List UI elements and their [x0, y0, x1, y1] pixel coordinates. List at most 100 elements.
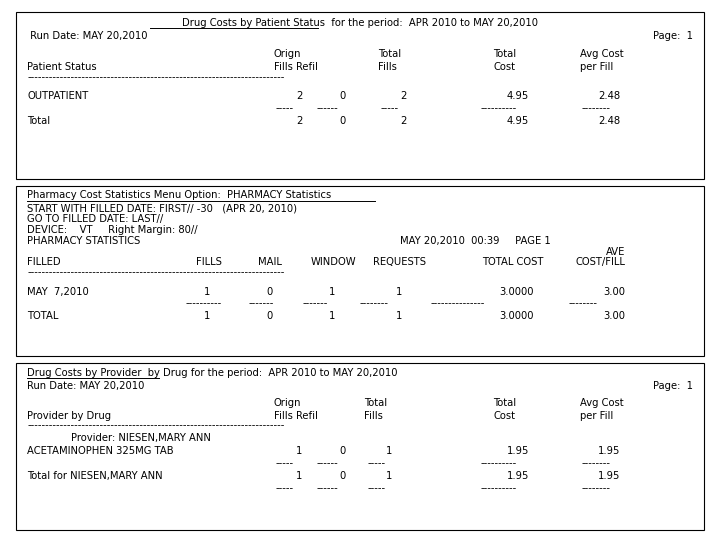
Text: 1: 1 [386, 446, 392, 456]
Text: REQUESTS: REQUESTS [373, 258, 426, 267]
Text: 1.95: 1.95 [598, 471, 621, 481]
Bar [16, 363, 704, 530]
Text: OUTPATIENT: OUTPATIENT [27, 91, 89, 101]
Text: 3.00: 3.00 [603, 287, 625, 296]
Text: Orign: Orign [274, 49, 301, 59]
Text: -----------------------------------------------------------------------: ----------------------------------------… [27, 267, 284, 277]
Text: 1.95: 1.95 [507, 471, 529, 481]
Text: Total for NIESEN,MARY ANN: Total for NIESEN,MARY ANN [27, 471, 163, 481]
Text: Fills Refil: Fills Refil [274, 411, 318, 421]
Text: COST/FILL: COST/FILL [576, 258, 626, 267]
Text: Patient Status: Patient Status [27, 62, 97, 72]
Text: 2.48: 2.48 [598, 117, 621, 126]
Text: --------: -------- [582, 103, 611, 113]
Text: ----------: ---------- [186, 299, 222, 308]
Text: AVE: AVE [606, 247, 625, 256]
Text: Drug Costs by Patient Status  for the period:  APR 2010 to MAY 20,2010: Drug Costs by Patient Status for the per… [182, 18, 538, 28]
Text: ------: ------ [317, 103, 338, 113]
Text: 1: 1 [395, 287, 402, 296]
Text: Fills: Fills [364, 411, 382, 421]
Text: DEVICE:    VT     Right Margin: 80//: DEVICE: VT Right Margin: 80// [27, 225, 198, 235]
Text: MAIL: MAIL [258, 258, 282, 267]
Text: Avg Cost: Avg Cost [580, 49, 624, 59]
Text: ---------------: --------------- [431, 299, 485, 308]
Text: START WITH FILLED DATE: FIRST// -30   (APR 20, 2010): START WITH FILLED DATE: FIRST// -30 (APR… [27, 204, 297, 213]
Text: 1: 1 [386, 471, 392, 481]
Text: 0: 0 [339, 471, 346, 481]
Text: 2: 2 [296, 91, 302, 101]
Text: 1: 1 [204, 312, 210, 321]
Text: ------: ------ [317, 483, 338, 493]
Text: 3.0000: 3.0000 [500, 287, 534, 296]
Text: MAY 20,2010  00:39     PAGE 1: MAY 20,2010 00:39 PAGE 1 [400, 236, 550, 246]
Text: FILLED: FILLED [27, 258, 61, 267]
Text: --------: -------- [582, 483, 611, 493]
Text: Page:  1: Page: 1 [652, 31, 693, 40]
Text: ACETAMINOPHEN 325MG TAB: ACETAMINOPHEN 325MG TAB [27, 446, 174, 456]
Text: ------: ------ [317, 458, 338, 468]
Text: -------: ------- [248, 299, 274, 308]
Bar [16, 12, 704, 179]
Text: 1: 1 [204, 287, 210, 296]
Text: Run Date: MAY 20,2010: Run Date: MAY 20,2010 [27, 381, 145, 390]
Text: Cost: Cost [493, 62, 516, 72]
Text: 1: 1 [296, 471, 302, 481]
Text: TOTAL COST: TOTAL COST [482, 258, 544, 267]
Text: MAY  7,2010: MAY 7,2010 [27, 287, 89, 296]
Text: -----------------------------------------------------------------------: ----------------------------------------… [27, 421, 284, 430]
Text: ----------: ---------- [481, 483, 517, 493]
Text: WINDOW: WINDOW [311, 258, 356, 267]
Text: -------: ------- [302, 299, 328, 308]
Text: 2: 2 [296, 117, 302, 126]
Text: 0: 0 [339, 446, 346, 456]
Text: 0: 0 [266, 287, 272, 296]
Text: 0: 0 [339, 117, 346, 126]
Text: Total: Total [378, 49, 401, 59]
Text: Fills: Fills [378, 62, 397, 72]
Text: Provider by Drug: Provider by Drug [27, 411, 112, 421]
Text: per Fill: per Fill [580, 411, 613, 421]
Text: Drug Costs by Provider  by Drug for the period:  APR 2010 to MAY 20,2010: Drug Costs by Provider by Drug for the p… [27, 368, 398, 377]
Text: 1.95: 1.95 [507, 446, 529, 456]
Text: -----: ----- [367, 458, 385, 468]
Text: 0: 0 [339, 91, 346, 101]
Text: 1: 1 [328, 287, 335, 296]
Text: Orign: Orign [274, 398, 301, 408]
Text: 4.95: 4.95 [507, 117, 529, 126]
Text: 1: 1 [328, 312, 335, 321]
Text: Total: Total [27, 117, 50, 126]
Text: Total: Total [493, 49, 516, 59]
Text: GO TO FILLED DATE: LAST//: GO TO FILLED DATE: LAST// [27, 214, 163, 224]
Text: --------: -------- [569, 299, 598, 308]
Text: -----: ----- [367, 483, 385, 493]
Text: Provider: NIESEN,MARY ANN: Provider: NIESEN,MARY ANN [71, 434, 210, 443]
Text: 1: 1 [296, 446, 302, 456]
Text: 2.48: 2.48 [598, 91, 621, 101]
Text: 4.95: 4.95 [507, 91, 529, 101]
Text: ----------: ---------- [481, 103, 517, 113]
Text: 3.0000: 3.0000 [500, 312, 534, 321]
Text: ----------: ---------- [481, 458, 517, 468]
Text: Run Date: MAY 20,2010: Run Date: MAY 20,2010 [27, 31, 148, 40]
Text: Pharmacy Cost Statistics Menu Option:  PHARMACY Statistics: Pharmacy Cost Statistics Menu Option: PH… [27, 191, 332, 200]
Text: -----: ----- [380, 103, 398, 113]
Text: 3.00: 3.00 [603, 312, 625, 321]
Text: --------: -------- [582, 458, 611, 468]
Text: -----: ----- [276, 458, 294, 468]
Text: per Fill: per Fill [580, 62, 613, 72]
Text: Fills Refil: Fills Refil [274, 62, 318, 72]
Text: --------: -------- [360, 299, 389, 308]
Text: TOTAL: TOTAL [27, 312, 59, 321]
Text: 1.95: 1.95 [598, 446, 621, 456]
Bar [16, 186, 704, 356]
Text: 0: 0 [266, 312, 272, 321]
Text: Total: Total [364, 398, 387, 408]
Text: -----: ----- [276, 483, 294, 493]
Text: PHARMACY STATISTICS: PHARMACY STATISTICS [27, 236, 140, 246]
Text: 2: 2 [400, 117, 407, 126]
Text: -----: ----- [276, 103, 294, 113]
Text: Page:  1: Page: 1 [652, 381, 693, 390]
Text: -----------------------------------------------------------------------: ----------------------------------------… [27, 72, 284, 82]
Text: FILLS: FILLS [196, 258, 222, 267]
Text: Avg Cost: Avg Cost [580, 398, 624, 408]
